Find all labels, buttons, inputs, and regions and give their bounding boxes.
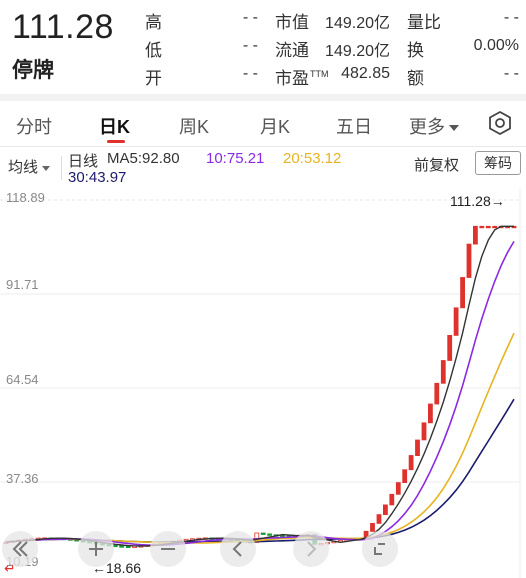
minus-icon: [161, 548, 175, 550]
candlestick: [466, 243, 472, 278]
candlestick: [485, 225, 491, 229]
high-value: - -: [242, 9, 258, 26]
pe-value: 482.85: [341, 65, 390, 82]
amount-value: - -: [503, 65, 519, 82]
reset-view-button[interactable]: [362, 531, 398, 567]
zoom-in-button[interactable]: [78, 531, 114, 567]
ma30-value: 30:43.97: [68, 169, 127, 186]
chip-distribution-button[interactable]: 筹码: [475, 151, 521, 175]
candlestick: [427, 403, 433, 424]
candlestick: [119, 545, 125, 548]
period-tabs: 分时 日K 周K 月K 五日 更多: [0, 101, 526, 145]
last-price: 111.28: [12, 8, 114, 46]
ma30-line: [5, 398, 515, 543]
volume-ratio-value: - -: [503, 9, 519, 26]
candlestick: [492, 225, 498, 229]
open-label: 开: [145, 69, 162, 88]
corner-reset-icon: [374, 543, 385, 555]
turnover-value: 0.00%: [473, 37, 519, 54]
pe-label: 市盈TTM: [275, 69, 329, 88]
candlestick: [421, 422, 427, 441]
tab-five-day[interactable]: 五日: [336, 117, 372, 137]
candlestick: [402, 469, 408, 484]
ma20-value: 20:53.12: [283, 150, 342, 167]
plus-icon: [89, 542, 103, 556]
y-tick-label: 118.89: [6, 190, 45, 205]
amount-label: 额: [407, 69, 424, 88]
candlestick: [376, 514, 382, 524]
market-cap-value: 149.20亿: [325, 15, 390, 32]
tab-weekly-k[interactable]: 周K: [179, 117, 210, 137]
candlestick: [460, 277, 466, 309]
scroll-left-fast-button[interactable]: [2, 531, 38, 567]
market-cap-label: 市值: [275, 13, 309, 32]
settings-hexagon-icon[interactable]: [487, 110, 513, 136]
open-value: - -: [242, 65, 258, 82]
chevron-down-icon: [449, 125, 459, 132]
active-tab-indicator: [107, 140, 125, 143]
chevron-left-icon: [232, 541, 242, 557]
tab-daily-k[interactable]: 日K: [99, 117, 130, 137]
y-tick-label: 37.36: [6, 471, 39, 486]
candlestick: [453, 307, 459, 336]
volume-ratio-label: 量比: [407, 13, 441, 32]
low-value: - -: [242, 37, 258, 54]
adjust-mode-label[interactable]: 前复权: [414, 157, 460, 174]
ma10-value: 10:75.21: [206, 150, 265, 167]
candlestick: [447, 334, 453, 361]
tabs-divider: [0, 146, 526, 147]
y-tick-label: 64.54: [6, 372, 39, 387]
ma-type-select[interactable]: 均线: [0, 156, 62, 180]
float-cap-label: 流通: [275, 41, 309, 60]
bottom-left-marker: ↵: [4, 560, 16, 576]
candlestick: [389, 493, 395, 506]
candlestick: [260, 532, 266, 535]
pe-ttm-sup: TTM: [310, 69, 329, 80]
y-tick-label: 91.71: [6, 277, 39, 292]
tab-monthly-k[interactable]: 月K: [260, 117, 291, 137]
ma20-line: [5, 332, 515, 544]
kline-chart[interactable]: 118.89 91.71 64.54 37.36 10.19 111.28→: [0, 188, 526, 578]
candlestick-series: [3, 225, 517, 549]
zoom-out-button[interactable]: [150, 531, 186, 567]
candlestick: [267, 533, 273, 536]
candlestick: [382, 504, 388, 515]
kline-kind-label: 日线: [68, 153, 99, 170]
candlestick: [434, 382, 440, 405]
candlestick: [408, 455, 414, 471]
candlestick: [440, 360, 446, 384]
section-divider: [0, 94, 526, 101]
chevron-down-icon: [42, 165, 51, 171]
scroll-right-button[interactable]: [293, 531, 329, 567]
tab-intraday[interactable]: 分时: [16, 117, 52, 137]
turnover-label: 换: [407, 41, 424, 60]
low-label: 低: [145, 41, 162, 60]
candlestick: [472, 225, 478, 245]
chevron-right-icon: [307, 541, 317, 557]
candlestick: [415, 439, 420, 457]
trading-status: 停牌: [12, 59, 54, 82]
double-chevron-left-icon: [12, 541, 28, 557]
float-cap-value: 149.20亿: [325, 43, 390, 60]
tab-more[interactable]: 更多: [409, 113, 459, 139]
quote-panel: 111.28 停牌 高 - - 低 - - 开 - - 市值 149.20亿 流…: [0, 0, 526, 94]
ma-legend-row: 均线 日线 MA5:92.80 10:75.21 20:53.12 30:43.…: [0, 148, 526, 188]
high-label: 高: [145, 13, 162, 32]
candlestick: [395, 482, 401, 495]
scroll-left-button[interactable]: [220, 531, 256, 567]
candlestick: [479, 225, 485, 229]
max-price-annotation: 111.28→: [450, 193, 505, 209]
ma5-value: MA5:92.80: [107, 150, 180, 167]
